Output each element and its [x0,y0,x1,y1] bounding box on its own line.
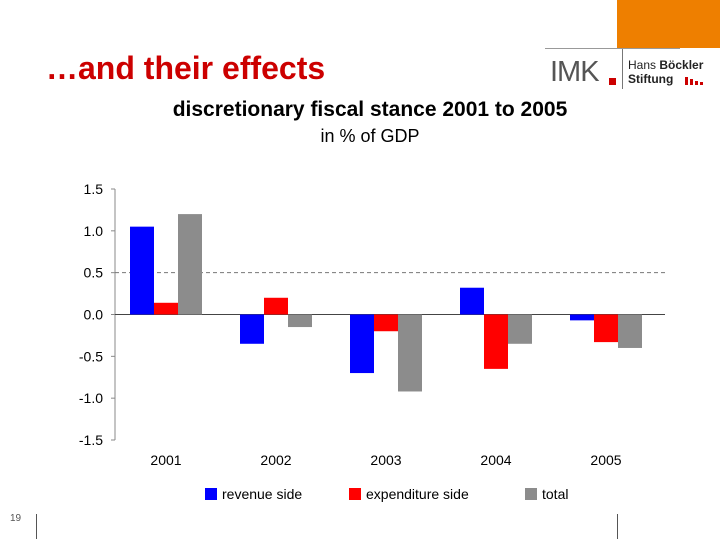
bar-revenue-side-2005 [570,314,594,321]
imk-logo-dot [609,78,616,85]
legend-label-total: total [542,486,568,502]
bar-revenue-side-2002 [240,314,264,344]
bar-revenue-side-2001 [130,226,154,315]
bar-expenditure-side-2005 [594,314,618,343]
y-tick-label: -1.0 [79,390,103,406]
y-tick-label: -1.5 [79,432,103,448]
chart-title: discretionary fiscal stance 2001 to 2005 [173,98,568,121]
hbs-logo-line1: Hans Böckler [628,58,704,72]
logo-divider-line [545,48,680,49]
bar-total-2003 [398,314,422,392]
logo-separator [622,49,623,89]
bar-total-2005 [618,314,642,348]
hbs-logo-bars-icon [685,77,703,85]
y-tick-label: 1.0 [84,223,104,239]
bar-expenditure-side-2004 [484,314,508,369]
slide-title: …and their effects [46,50,326,86]
footer-divider-left [36,514,37,539]
bar-total-2001 [178,214,202,315]
x-tick-label: 2005 [590,452,621,468]
bar-expenditure-side-2001 [154,302,178,315]
imk-logo-text: IMK [550,56,600,88]
page-number: 19 [10,513,22,524]
orange-header-block [617,0,720,48]
y-tick-label: 0.0 [84,307,104,323]
x-tick-label: 2004 [480,452,511,468]
legend-swatch-total [525,488,537,500]
footer-divider-right [617,514,618,539]
imk-hbs-logo: IMK Hans Böckler Stiftung [546,49,720,91]
y-tick-label: 0.5 [84,265,104,281]
legend-label-revenue-side: revenue side [222,486,302,502]
hbs-logo-line2: Stiftung [628,72,674,86]
legend-swatch-revenue-side [205,488,217,500]
bar-expenditure-side-2003 [374,314,398,332]
bar-total-2004 [508,314,532,344]
chart-subtitle: in % of GDP [320,126,419,146]
bar-revenue-side-2004 [460,287,484,315]
y-tick-label: 1.5 [84,181,104,197]
bar-total-2002 [288,314,312,328]
x-tick-label: 2003 [370,452,401,468]
y-tick-label: -0.5 [79,348,103,364]
bar-expenditure-side-2002 [264,297,288,315]
x-tick-label: 2002 [260,452,291,468]
legend-label-expenditure-side: expenditure side [366,486,469,502]
bar-revenue-side-2003 [350,314,374,374]
legend-swatch-expenditure-side [349,488,361,500]
x-tick-label: 2001 [150,452,181,468]
